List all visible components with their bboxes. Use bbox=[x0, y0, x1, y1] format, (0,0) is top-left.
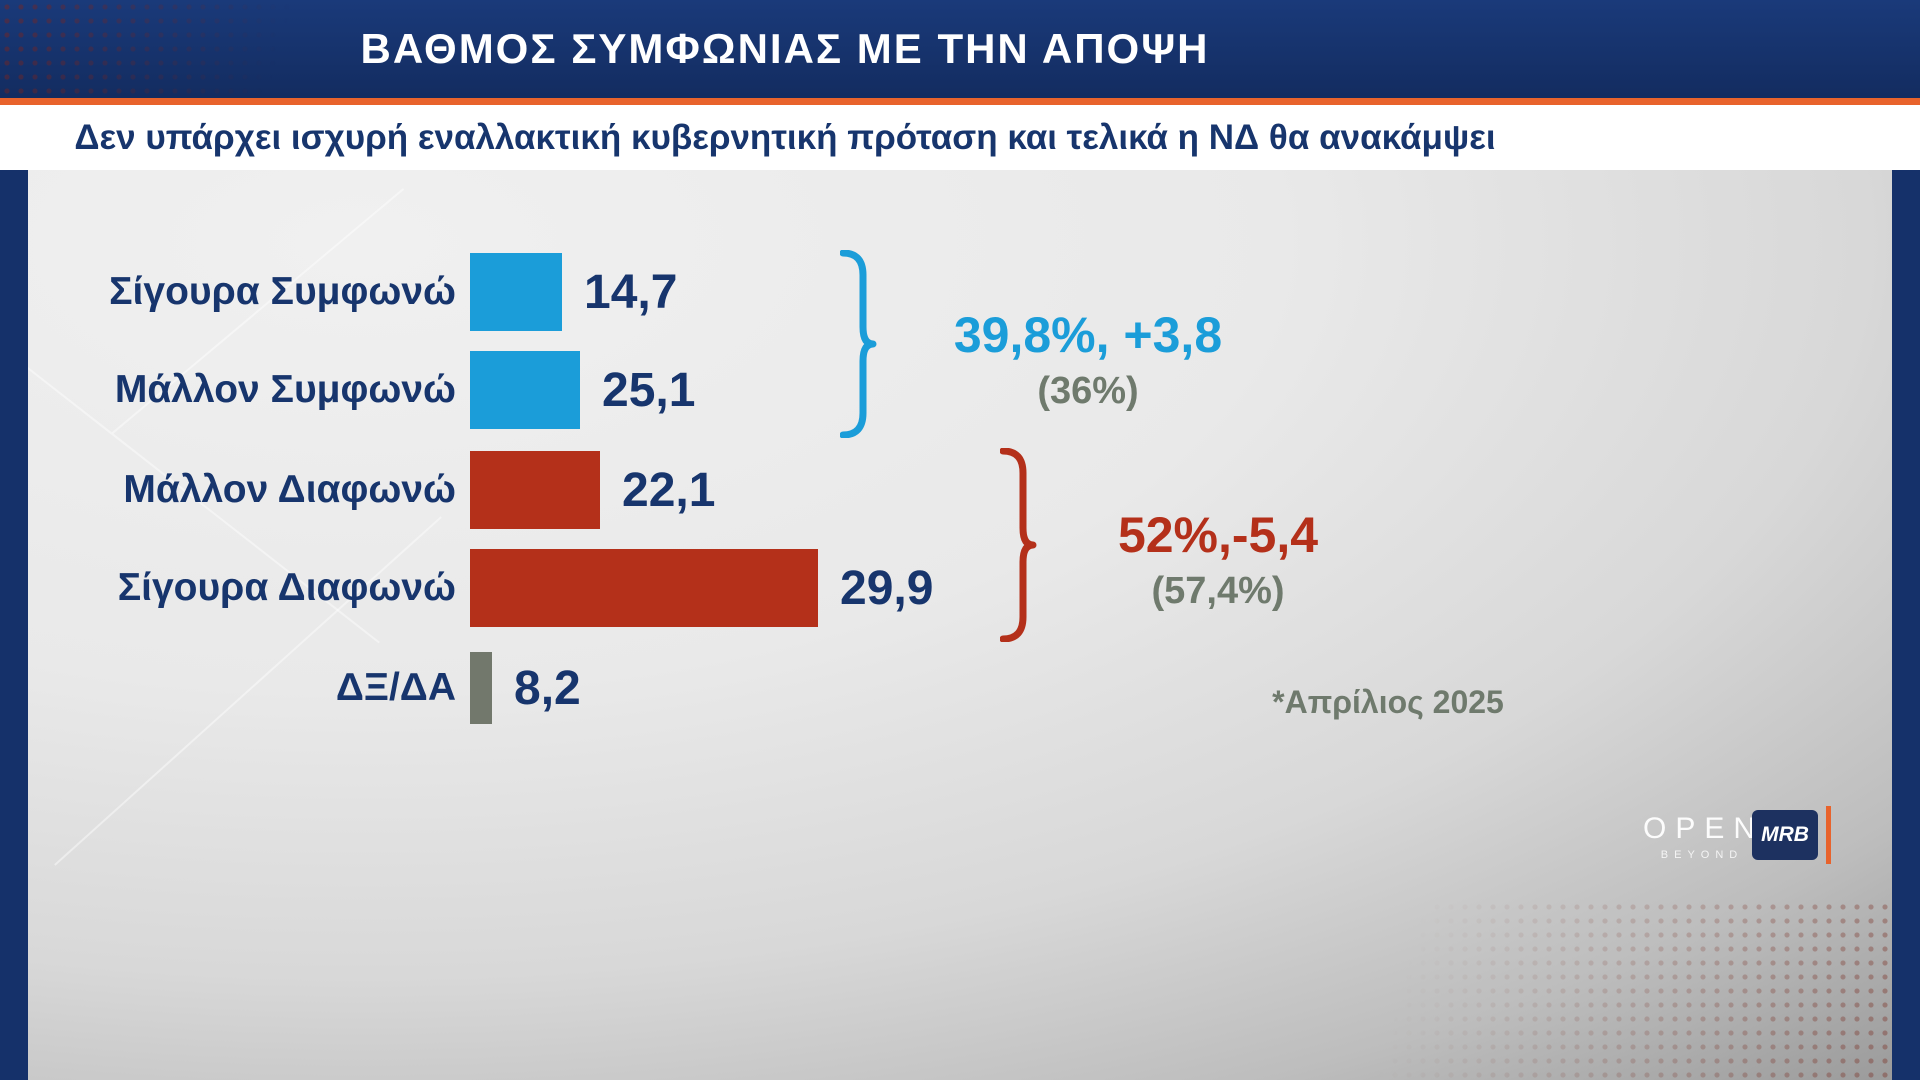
aggregate-disagree-previous: (57,4%) bbox=[1151, 570, 1285, 612]
open-logo-tagline: BEYOND bbox=[1660, 849, 1744, 861]
category-label: Σίγουρα Διαφωνώ bbox=[117, 566, 456, 609]
bar-value: 8,2 bbox=[514, 661, 581, 715]
bar-row: Μάλλον Διαφωνώ 22,1 bbox=[28, 450, 715, 530]
brace-disagree-icon bbox=[1000, 448, 1037, 642]
mrb-logo: MRB bbox=[1752, 810, 1818, 860]
statement-text: Δεν υπάρχει ισχυρή εναλλακτική κυβερνητι… bbox=[74, 117, 1496, 157]
bar-row: ΔΞ/ΔΑ 8,2 bbox=[28, 648, 581, 728]
bar-row: Μάλλον Συμφωνώ 25,1 bbox=[28, 350, 695, 430]
aggregate-disagree-total: 52%,-5,4 bbox=[1117, 507, 1319, 563]
bar-row: Σίγουρα Διαφωνώ 29,9 bbox=[28, 548, 933, 628]
bar-agree-strong bbox=[470, 253, 562, 331]
orange-divider bbox=[0, 98, 1920, 105]
statement-band: Δεν υπάρχει ισχυρή εναλλακτική κυβερνητι… bbox=[0, 105, 1920, 170]
page-title: ΒΑΘΜΟΣ ΣΥΜΦΩΝΙΑΣ ΜΕ ΤΗΝ ΑΠΟΨΗ bbox=[360, 25, 1210, 72]
brace-agree-icon bbox=[840, 250, 877, 438]
category-label: Μάλλον Διαφωνώ bbox=[123, 468, 456, 511]
aggregate-agree-total: 39,8%, +3,8 bbox=[953, 307, 1223, 363]
category-label: Μάλλον Συμφωνώ bbox=[114, 368, 456, 411]
chart-area: Σίγουρα Συμφωνώ 14,7 Μάλλον Συμφωνώ 25,1… bbox=[28, 170, 1892, 1080]
bar-value: 25,1 bbox=[602, 363, 696, 417]
bar-row: Σίγουρα Συμφωνώ 14,7 bbox=[28, 252, 677, 332]
aggregate-agree: 39,8%, +3,8 (36%) bbox=[898, 306, 1278, 413]
bar-value: 29,9 bbox=[840, 561, 934, 615]
bar-disagree-somewhat bbox=[470, 451, 600, 529]
category-label: Σίγουρα Συμφωνώ bbox=[109, 270, 456, 313]
aggregate-agree-previous: (36%) bbox=[1037, 370, 1139, 412]
footnote-date: *Απρίλιος 2025 bbox=[1272, 684, 1504, 720]
title-container: ΒΑΘΜΟΣ ΣΥΜΦΩΝΙΑΣ ΜΕ ΤΗΝ ΑΠΟΨΗ bbox=[0, 0, 1570, 98]
bar-disagree-strong bbox=[470, 549, 818, 627]
bar-dont-know bbox=[470, 652, 492, 724]
open-logo-text: OPEN bbox=[1643, 812, 1765, 845]
open-channel-logo: OPEN BEYOND bbox=[1634, 812, 1764, 861]
category-label: ΔΞ/ΔΑ bbox=[335, 666, 456, 709]
title-band: ΒΑΘΜΟΣ ΣΥΜΦΩΝΙΑΣ ΜΕ ΤΗΝ ΑΠΟΨΗ bbox=[0, 0, 1920, 98]
bar-value: 14,7 bbox=[584, 265, 678, 319]
halftone-pattern-bottom-right bbox=[1332, 900, 1892, 1080]
mrb-orange-rule bbox=[1826, 806, 1831, 864]
bar-value: 22,1 bbox=[622, 463, 716, 517]
statement-container: Δεν υπάρχει ισχυρή εναλλακτική κυβερνητι… bbox=[0, 105, 1570, 170]
aggregate-disagree: 52%,-5,4 (57,4%) bbox=[1028, 506, 1408, 613]
bar-agree-somewhat bbox=[470, 351, 580, 429]
